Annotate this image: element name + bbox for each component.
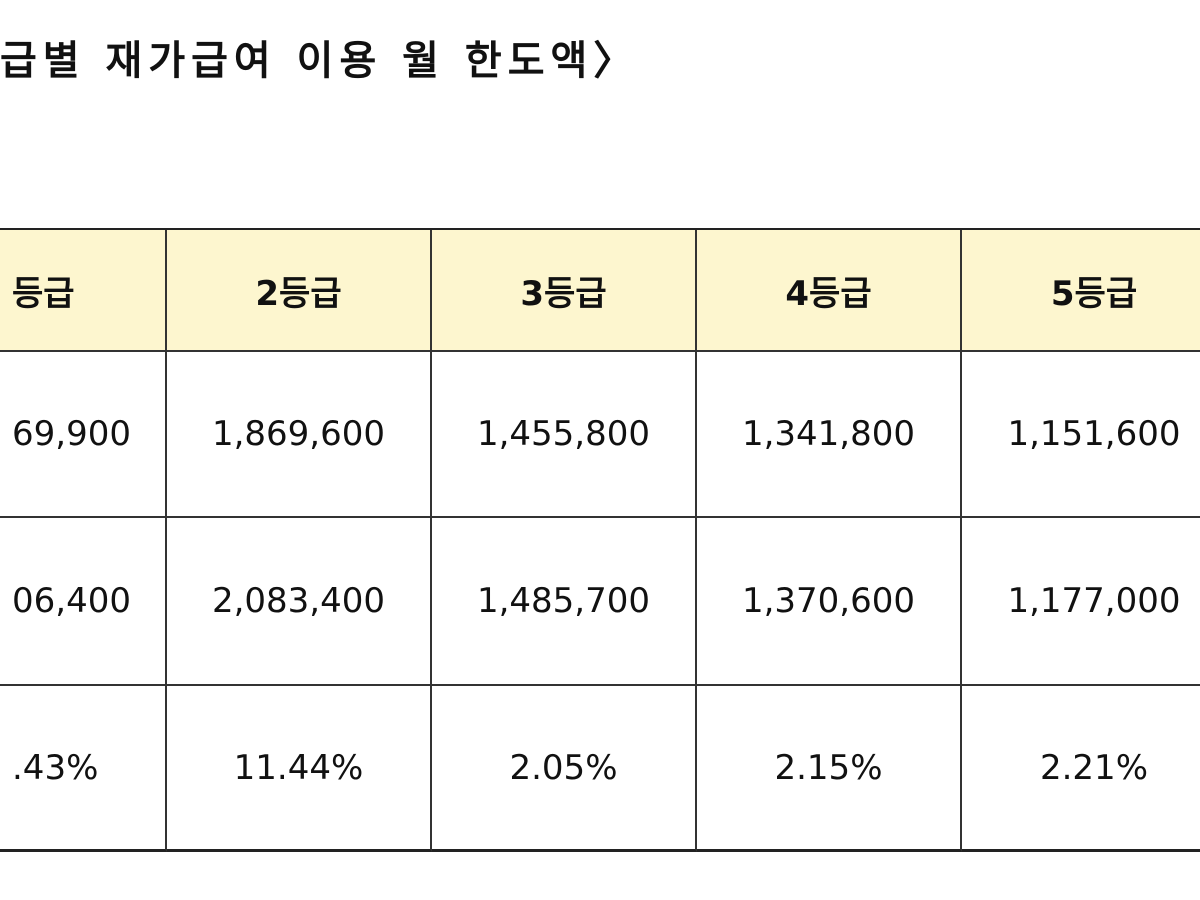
table-cell: 11.44%	[167, 686, 432, 852]
table-cell: 06,400	[0, 518, 167, 686]
header-cell: 3등급	[432, 230, 697, 352]
header-cell: 5등급	[962, 230, 1200, 352]
table-cell: 1,869,600	[167, 352, 432, 518]
header-cell: 2등급	[167, 230, 432, 352]
table-cell: 2.15%	[697, 686, 962, 852]
table-cell: 1,151,600	[962, 352, 1200, 518]
header-cell: 등급	[0, 230, 167, 352]
table-cell: 1,341,800	[697, 352, 962, 518]
header-cell: 4등급	[697, 230, 962, 352]
table-top-border	[0, 228, 1200, 231]
table-cell: 69,900	[0, 352, 167, 518]
table-cell: .43%	[0, 686, 167, 852]
table-cell: 1,485,700	[432, 518, 697, 686]
table-cell: 2.05%	[432, 686, 697, 852]
table-cell: 1,370,600	[697, 518, 962, 686]
table-cell: 2.21%	[962, 686, 1200, 852]
table-cell: 1,455,800	[432, 352, 697, 518]
table-cell: 1,177,000	[962, 518, 1200, 686]
title: 급별 재가급여 이용 월 한도액〉	[0, 38, 640, 84]
table-cell: 2,083,400	[167, 518, 432, 686]
